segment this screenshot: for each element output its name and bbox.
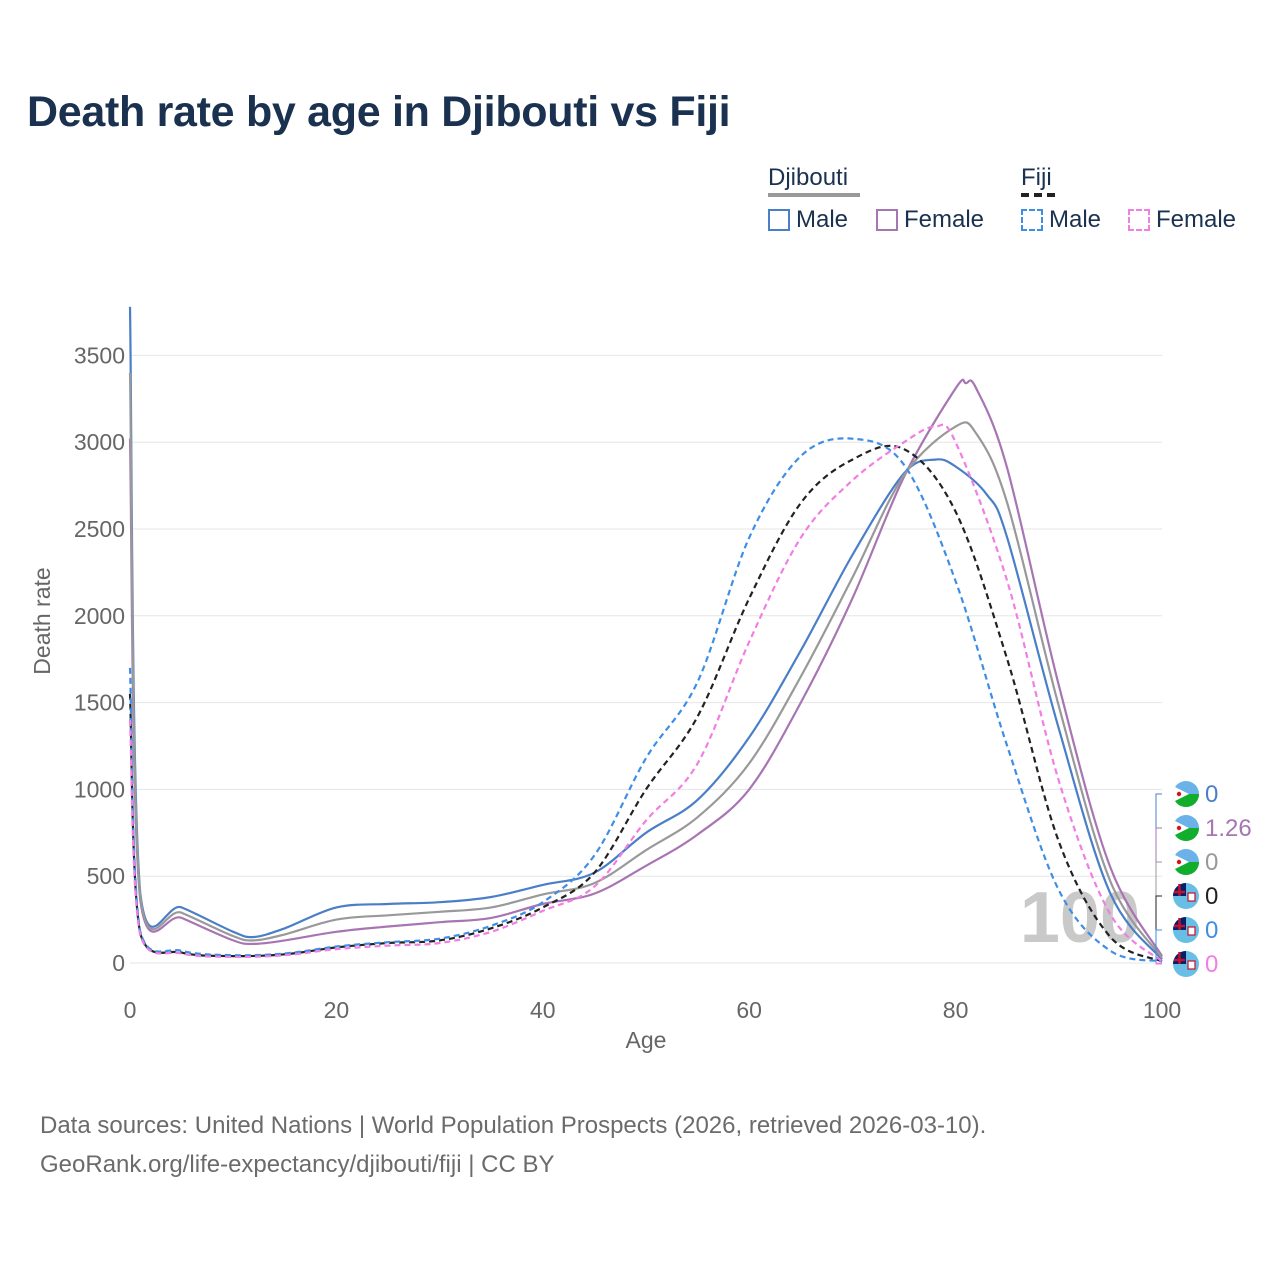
series-line-fiji-female[interactable] xyxy=(128,423,1163,963)
end-marker-fiji-male: 0 xyxy=(1155,917,1218,964)
chart-title: Death rate by age in Djibouti vs Fiji xyxy=(27,88,731,136)
end-label-fiji-male: 0 xyxy=(1205,917,1218,944)
y-tick-label-2000: 2000 xyxy=(74,603,125,629)
y-tick-label-3000: 3000 xyxy=(74,429,125,455)
flag-fiji-icon xyxy=(1173,883,1199,909)
x-axis-label: Age xyxy=(626,1027,667,1053)
y-tick-label-500: 500 xyxy=(87,863,125,889)
flag-fiji-icon xyxy=(1173,917,1199,943)
end-label-fiji-female: 0 xyxy=(1205,951,1218,978)
end-connector-djibouti-male xyxy=(1155,793,1162,964)
footer-link[interactable]: GeoRank.org/life-expectancy/djibouti/fij… xyxy=(40,1151,555,1178)
end-connector-fiji-female xyxy=(1155,962,1162,965)
footer-sources: Data sources: United Nations | World Pop… xyxy=(40,1112,987,1139)
series-line-fiji-male[interactable] xyxy=(128,437,1163,963)
y-axis-label: Death rate xyxy=(29,567,55,674)
flag-djibouti-icon xyxy=(1172,781,1199,807)
y-tick-label-1500: 1500 xyxy=(74,690,125,716)
y-axis-ticks: 0 500 1000 1500 2000 2500 3000 3500 xyxy=(74,342,125,976)
flag-djibouti-icon xyxy=(1172,815,1199,841)
end-label-djibouti-total: 0 xyxy=(1205,849,1218,876)
x-tick-label-80: 80 xyxy=(943,997,969,1023)
series-line-djibouti-male[interactable] xyxy=(128,306,1163,961)
end-markers: 0 1.26 0 0 0 0 xyxy=(1155,781,1252,978)
end-label-fiji-total: 0 xyxy=(1205,883,1218,910)
end-marker-fiji-total: 0 xyxy=(1155,883,1218,964)
end-marker-djibouti-female: 1.26 xyxy=(1155,815,1252,964)
y-tick-label-0: 0 xyxy=(112,950,125,976)
x-tick-label-20: 20 xyxy=(324,997,350,1023)
series-line-fiji-total[interactable] xyxy=(128,444,1163,963)
flag-fiji-icon xyxy=(1173,951,1199,977)
y-tick-label-3500: 3500 xyxy=(74,342,125,368)
grid-lines xyxy=(130,354,1162,964)
series-line-djibouti-total[interactable] xyxy=(128,372,1163,959)
x-tick-label-100: 100 xyxy=(1143,997,1181,1023)
series-line-djibouti-female[interactable] xyxy=(128,378,1163,957)
y-tick-label-2500: 2500 xyxy=(74,516,125,542)
x-axis-ticks: 0 20 40 60 80 100 xyxy=(124,997,1182,1023)
series-lines xyxy=(128,306,1163,963)
end-label-djibouti-male: 0 xyxy=(1205,781,1218,808)
y-tick-label-1000: 1000 xyxy=(74,776,125,802)
footer: Data sources: United Nations | World Pop… xyxy=(40,1106,986,1184)
flag-djibouti-icon xyxy=(1172,849,1199,875)
x-tick-label-40: 40 xyxy=(530,997,556,1023)
end-label-djibouti-female: 1.26 xyxy=(1205,815,1252,842)
end-marker-fiji-female: 0 xyxy=(1155,951,1218,978)
x-tick-label-0: 0 xyxy=(124,997,137,1023)
x-tick-label-60: 60 xyxy=(736,997,762,1023)
